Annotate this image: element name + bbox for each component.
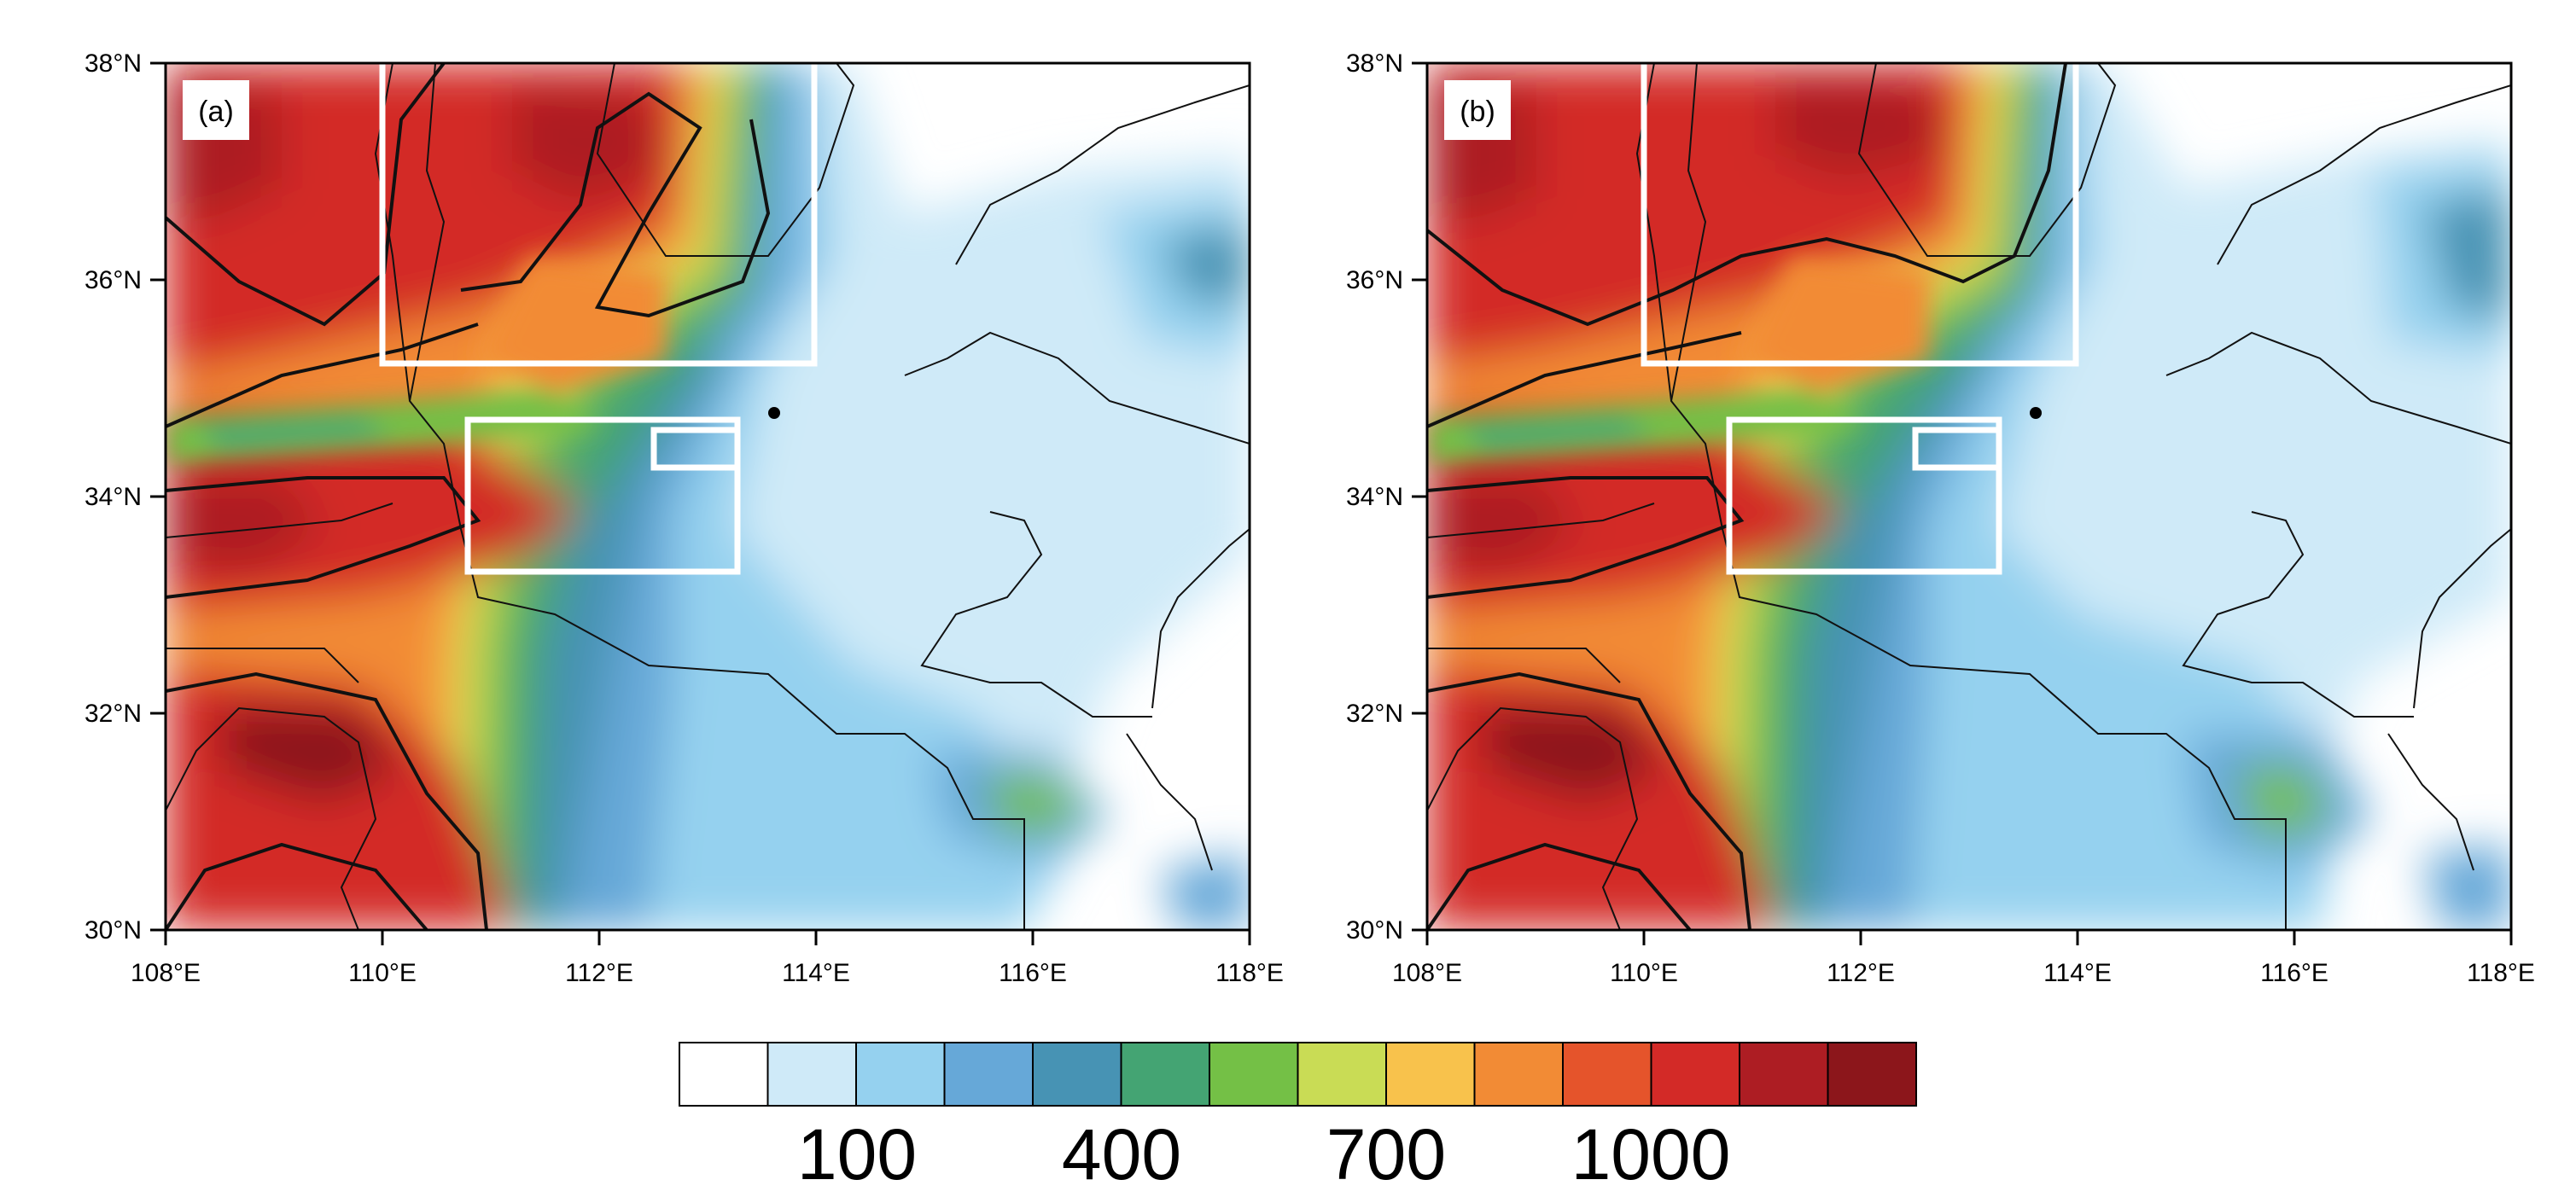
panel-label-b: (b) [1460,96,1495,128]
lon-tick-118-a: 118°E [1215,959,1284,987]
contour-lines-b [1427,63,2067,930]
lon-tick-118-b: 118°E [2467,959,2535,987]
station-marker-b [2030,407,2042,419]
lon-tick-108-a: 108°E [131,959,201,987]
colorbar-swatch [1032,1042,1122,1107]
lon-tick-110-a: 110°E [348,959,417,987]
colorbar-swatch [1385,1042,1476,1107]
colorbar-swatch [1562,1042,1652,1107]
station-marker-a [768,407,780,419]
colorbar-swatch [1120,1042,1210,1107]
lat-tick-36-b: 36°N [1346,266,1403,294]
map-panel-a: (a) 30°N 32°N 34°N 36°N 38°N 108°E 110°E… [85,49,1284,987]
colorbar-swatch [1739,1042,1829,1107]
precip-field-b [1427,63,2511,930]
colorbar-swatch [1827,1042,1917,1107]
lat-tick-30-a: 30°N [85,916,142,944]
lon-tick-110-b: 110°E [1610,959,1678,987]
precip-field-a [166,63,1250,930]
lat-tick-32-b: 32°N [1346,700,1403,728]
panel-label-box-b [1444,80,1511,140]
lat-tick-38-a: 38°N [85,49,142,78]
colorbar-swatch [1209,1042,1299,1107]
lat-tick-30-b: 30°N [1346,916,1403,944]
ticks-b [1412,61,2513,945]
colorbar-swatch [943,1042,1034,1107]
colorbar [679,1042,1917,1107]
panel-label-box-a [183,80,249,140]
lat-tick-38-b: 38°N [1346,49,1403,78]
colorbar-swatch [766,1042,857,1107]
map-panel-b: (b) 30°N 32°N 34°N 36°N 38°N 108°E 110°E… [1346,49,2535,987]
boundaries-b [1427,63,2511,930]
lon-tick-116-a: 116°E [999,959,1067,987]
lat-tick-32-a: 32°N [85,700,142,728]
lon-tick-108-b: 108°E [1392,959,1462,987]
analysis-boxes-b [1641,63,2079,575]
colorbar-swatch [1297,1042,1387,1107]
colorbar-swatch [1650,1042,1740,1107]
colorbar-swatch [679,1042,769,1107]
lon-tick-114-b: 114°E [2043,959,2112,987]
lon-tick-112-b: 112°E [1827,959,1895,987]
panel-label-a: (a) [198,96,234,128]
analysis-boxes-a [379,63,818,575]
ticks-a [150,61,1251,945]
lat-tick-34-b: 34°N [1346,483,1403,511]
colorbar-label-400: 400 [1062,1114,1181,1194]
lat-tick-34-a: 34°N [85,483,142,511]
lon-tick-112-a: 112°E [565,959,633,987]
colorbar-label-700: 700 [1326,1114,1446,1194]
lon-tick-116-b: 116°E [2260,959,2328,987]
contour-lines-a [166,63,771,930]
lon-tick-114-a: 114°E [782,959,850,987]
colorbar-swatch [855,1042,946,1107]
colorbar-label-1000: 1000 [1571,1114,1731,1194]
colorbar-swatch [1473,1042,1564,1107]
colorbar-label-100: 100 [797,1114,917,1194]
lat-tick-36-a: 36°N [85,266,142,294]
